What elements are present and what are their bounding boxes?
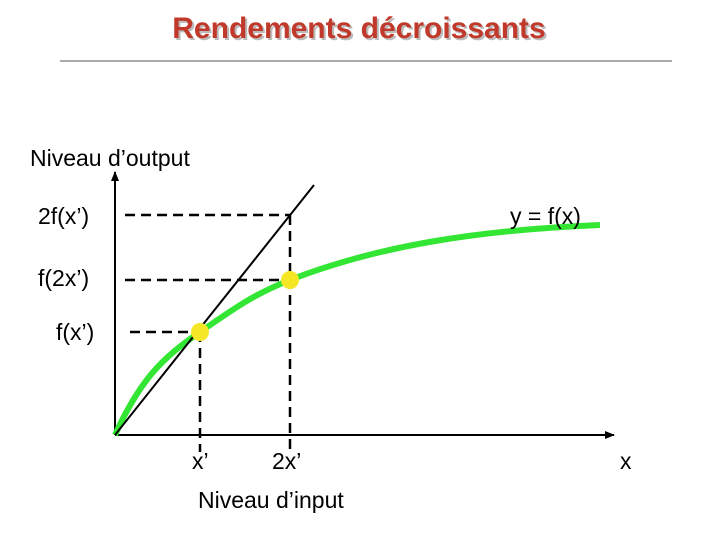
- title: Rendements décroissants: [172, 12, 545, 45]
- x-axis-label: Niveau d’input: [198, 487, 344, 513]
- title-shadow: Rendements décroissants: [174, 14, 547, 47]
- y-mark-label: f(2x’): [38, 265, 89, 291]
- x-mark-label: 2x’: [272, 448, 301, 474]
- guides: [125, 213, 292, 452]
- point: [191, 323, 209, 341]
- ray: [114, 184, 315, 436]
- point: [281, 271, 299, 289]
- y-axis-label: Niveau d’output: [30, 145, 190, 171]
- y-mark-label: 2f(x’): [38, 203, 89, 229]
- x-mark-label: x’: [192, 448, 209, 474]
- production-curve: [112, 222, 601, 437]
- y-mark-label: f(x’): [56, 319, 94, 345]
- curve-label: y = f(x): [510, 203, 581, 229]
- x-end-label: x: [620, 448, 632, 474]
